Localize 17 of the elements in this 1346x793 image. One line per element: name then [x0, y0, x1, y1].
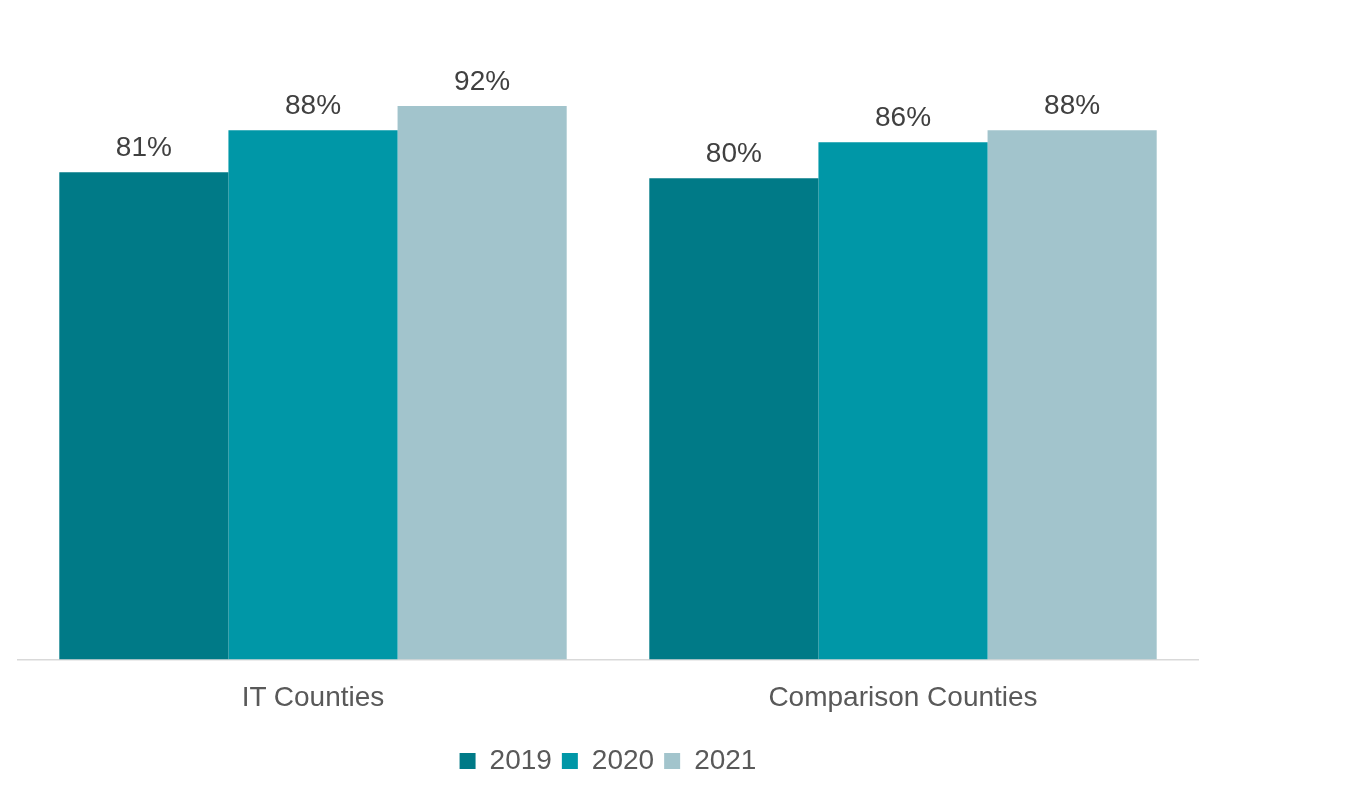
bar	[397, 106, 567, 660]
data-label: 86%	[874, 100, 932, 132]
data-label: 88%	[284, 88, 342, 120]
legend-label: 2020	[591, 743, 655, 775]
data-label: 81%	[115, 130, 172, 162]
bar	[987, 130, 1157, 660]
bar	[228, 130, 398, 660]
legend-label: 2019	[489, 743, 552, 775]
legend-label: 2021	[694, 743, 757, 775]
x-tick-label: IT Counties	[241, 680, 385, 712]
x-tick-label: Comparison Counties	[768, 680, 1038, 712]
data-label: 88%	[1044, 88, 1101, 120]
bar	[818, 142, 988, 660]
bar	[649, 178, 819, 660]
data-label: 92%	[454, 64, 511, 96]
bar	[59, 172, 229, 660]
data-label: 80%	[705, 137, 762, 168]
